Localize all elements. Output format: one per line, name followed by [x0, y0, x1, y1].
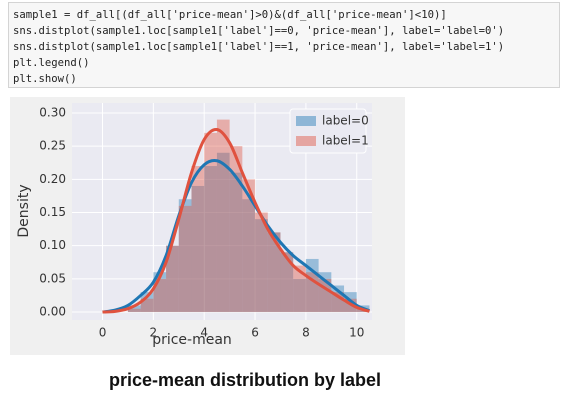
- histogram-bar: [191, 185, 205, 313]
- x-tick-label: 2: [150, 326, 158, 340]
- legend-label: label=0: [322, 114, 369, 128]
- code-line: sns.distplot(sample1.loc[sample1['label'…: [13, 25, 505, 37]
- histogram-bar: [229, 172, 243, 313]
- histogram-bar: [178, 199, 192, 313]
- histogram-bar: [255, 212, 268, 313]
- chart: price-mean Density 0.00 0.05 0.10 0.15 0.20 0…: [10, 97, 405, 355]
- code-line: sample1 = df_all[(df_all['price-mean']>0…: [13, 9, 447, 21]
- histogram-bar: [140, 292, 154, 313]
- code-line: plt.show(): [13, 73, 77, 85]
- x-tick-label: 0: [99, 326, 107, 340]
- histogram-bar: [127, 308, 141, 313]
- histogram-bar: [191, 166, 205, 313]
- histogram-bar: [280, 252, 294, 313]
- histogram-bar: [242, 199, 256, 313]
- histogram-bar: [127, 305, 141, 313]
- histogram-bar: [204, 166, 217, 313]
- histogram-bar: [255, 219, 268, 313]
- histogram-bar: [140, 298, 154, 313]
- y-tick-label: 0.00: [39, 305, 66, 319]
- y-tick-label: 0.10: [39, 238, 66, 252]
- histogram-bar: [293, 265, 306, 313]
- histogram-bar: [204, 132, 217, 313]
- x-tick-label: 10: [349, 326, 364, 340]
- histogram-bar: [216, 152, 230, 313]
- code-line: plt.legend(): [13, 57, 90, 69]
- histogram-bar: [229, 146, 243, 313]
- histogram-bar: [280, 252, 294, 313]
- histogram-bar: [166, 245, 179, 313]
- y-tick-label: 0.25: [39, 139, 66, 153]
- code-cell: sample1 = df_all[(df_all['price-mean']>0…: [8, 2, 560, 88]
- histogram-bar: [216, 119, 230, 313]
- code-line: sns.distplot(sample1.loc[sample1['label'…: [13, 41, 505, 53]
- legend-swatch: [296, 136, 316, 146]
- x-tick-label: 8: [302, 326, 310, 340]
- legend-box: [289, 108, 367, 154]
- histogram-bar: [267, 232, 281, 313]
- caption: price-mean distribution by label: [108, 370, 382, 390]
- y-tick-label: 0.15: [39, 205, 66, 219]
- x-tick-label: 6: [251, 326, 259, 340]
- histogram-bar: [153, 278, 167, 313]
- x-axis-title: price-mean: [152, 332, 232, 348]
- histogram-bar: [178, 205, 192, 313]
- x-tick-label: 4: [200, 326, 208, 340]
- legend-swatch: [296, 116, 316, 126]
- kde-line: [102, 159, 371, 314]
- histogram-bar: [267, 232, 281, 313]
- y-tick-label: 0.20: [39, 172, 66, 186]
- kde-line: [102, 128, 370, 314]
- y-axis-title: Density: [16, 184, 32, 237]
- histogram-bar: [166, 245, 179, 313]
- y-tick-label: 0.05: [39, 271, 66, 285]
- histogram-bar: [293, 278, 306, 313]
- y-tick-label: 0.30: [39, 105, 66, 119]
- histogram-bar: [242, 179, 256, 313]
- legend-label: label=1: [322, 134, 369, 148]
